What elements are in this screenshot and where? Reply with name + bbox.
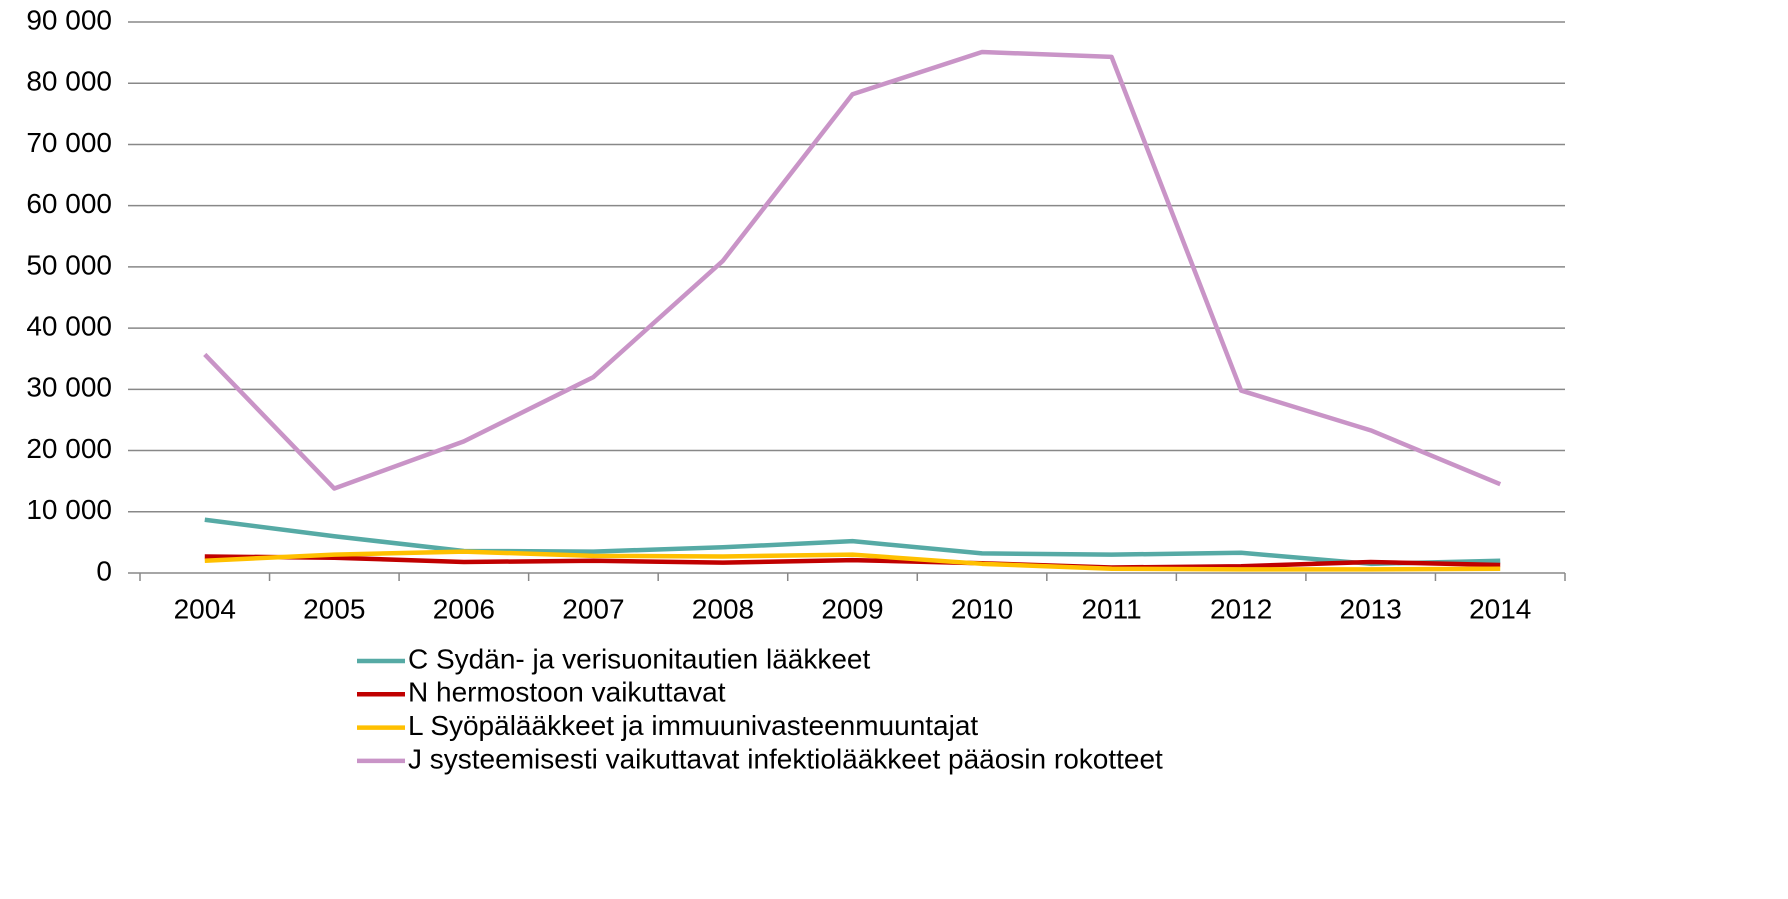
legend-label: L Syöpälääkkeet ja immuunivasteenmuuntaj… — [408, 710, 978, 741]
y-tick-label: 90 000 — [26, 4, 112, 35]
legend-label: J systeemisesti vaikuttavat infektiolääk… — [408, 743, 1163, 774]
y-tick-label: 50 000 — [26, 249, 112, 280]
x-tick-label: 2009 — [821, 593, 883, 624]
y-tick-label: 30 000 — [26, 372, 112, 403]
x-tick-label: 2005 — [303, 593, 365, 624]
series-line — [204, 517, 1501, 567]
y-tick-label: 0 — [96, 555, 112, 586]
series-line — [204, 554, 1501, 570]
y-tick-label: 10 000 — [26, 494, 112, 525]
y-tick-label: 40 000 — [26, 311, 112, 342]
x-tick-label: 2006 — [433, 593, 495, 624]
y-tick-label: 70 000 — [26, 127, 112, 158]
series-line — [203, 49, 1502, 491]
x-tick-label: 2008 — [692, 593, 754, 624]
x-tick-label: 2011 — [1081, 593, 1141, 624]
legend-label: N hermostoon vaikuttavat — [408, 677, 726, 708]
y-tick-label: 60 000 — [26, 188, 112, 219]
x-tick-label: 2004 — [174, 593, 236, 624]
legend-label: C Sydän- ja verisuonitautien lääkkeet — [408, 643, 870, 674]
y-tick-label: 20 000 — [26, 433, 112, 464]
x-tick-label: 2014 — [1469, 593, 1531, 624]
x-tick-label: 2013 — [1340, 593, 1402, 624]
y-tick-label: 80 000 — [26, 66, 112, 97]
series-line — [204, 549, 1501, 572]
x-tick-label: 2010 — [951, 593, 1013, 624]
x-tick-label: 2007 — [562, 593, 624, 624]
x-tick-label: 2012 — [1210, 593, 1272, 624]
